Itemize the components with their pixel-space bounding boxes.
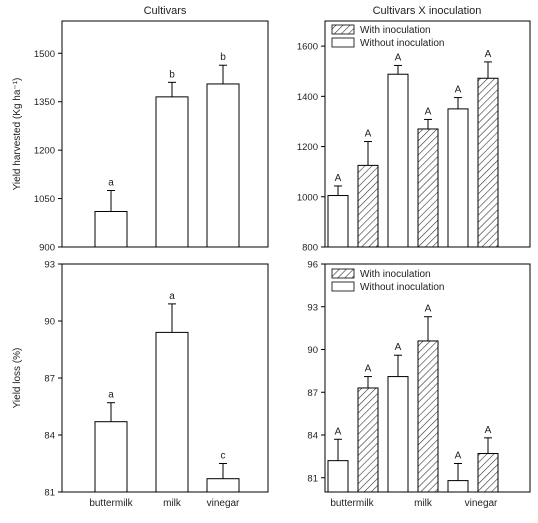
panel-1-buttermilk-bar: [94, 210, 128, 248]
panel-4-milk-without-bar: [387, 376, 409, 493]
panel-2-milk-with-bar: [417, 128, 439, 248]
panel-2-ytick-label: 1600: [297, 42, 318, 53]
panel-3-ytick-label: 81: [44, 488, 55, 499]
panel-2-ytick-label: 1000: [297, 192, 318, 203]
panel-2-vinegar-without-significance-letter: A: [455, 85, 462, 96]
panel-4-milk-with-bar: [417, 340, 439, 493]
panel-4-vinegar-with-significance-letter: A: [485, 425, 492, 436]
panel-1-ytick-label: 1500: [34, 49, 55, 60]
panel-4-vinegar-with-bar: [477, 453, 499, 493]
legend-swatch-without-bottom: [331, 281, 355, 292]
panel-4-milk-without-significance-letter: A: [395, 342, 402, 353]
panel-2-vinegar-with-bar: [477, 77, 499, 248]
legend-label-without-bottom: Without inoculation: [360, 282, 445, 293]
legend-label-with: With inoculation: [360, 25, 431, 36]
x-label-milk: milk: [163, 498, 182, 509]
panel-1-ytick-label: 1350: [34, 97, 55, 108]
panel-1-y-label: Yield harvested (Kg ha⁻¹): [12, 78, 23, 191]
panel-2-buttermilk-with-bar: [357, 164, 379, 248]
panel-3-vinegar-significance-letter: c: [221, 451, 226, 462]
panel-2-ytick-label: 800: [302, 243, 318, 254]
panel-4-ytick-label: 93: [307, 302, 318, 313]
panel-2-buttermilk-without-significance-letter: A: [335, 173, 342, 184]
panel-2-buttermilk-without-bar: [327, 195, 349, 248]
panel-2-milk-without-bar: [387, 73, 409, 248]
panel-3-ytick-label: 90: [44, 317, 55, 328]
panel-1-ytick-label: 1050: [34, 194, 55, 205]
panel-4-ytick-label: 81: [307, 473, 318, 484]
panel-4-buttermilk-without-significance-letter: A: [335, 426, 342, 437]
panel-2-ytick-label: 1200: [297, 142, 318, 153]
panel-3-y-label: Yield loss (%): [12, 348, 23, 409]
panel-3-ytick-label: 93: [44, 260, 55, 271]
panel-2-legend: With inoculation Without inoculation: [331, 24, 445, 49]
chart-marks: 900 1050 1200 1350 1500 a b b 800 1000 1200 1400 160…: [34, 42, 499, 499]
panel-2-ytick-label: 1400: [297, 92, 318, 103]
legend-label-without: Without inoculation: [360, 38, 445, 49]
x-label-vinegar-right: vinegar: [465, 498, 498, 509]
x-label-vinegar: vinegar: [207, 498, 240, 509]
panel-2-milk-with-significance-letter: A: [425, 106, 432, 117]
panel-3-milk-significance-letter: a: [169, 291, 175, 302]
panel-1-vinegar-significance-letter: b: [220, 52, 226, 63]
legend-swatch-with: [331, 24, 355, 35]
panel-2-buttermilk-with-significance-letter: A: [365, 129, 372, 140]
panel-4-legend: With inoculation Without inoculation: [331, 268, 445, 293]
panel-4-vinegar-without-bar: [447, 480, 469, 493]
panel-3-buttermilk-bar: [94, 421, 128, 493]
panel-3-ytick-label: 87: [44, 374, 55, 385]
panel-2-milk-without-significance-letter: A: [395, 52, 402, 63]
panel-3-buttermilk-significance-letter: a: [108, 390, 114, 401]
panel-1-milk-significance-letter: b: [169, 69, 175, 80]
panel-1-milk-bar: [155, 96, 189, 248]
panel-1-title: Cultivars: [144, 5, 187, 17]
panel-4-buttermilk-without-bar: [327, 460, 349, 493]
legend-label-with-bottom: With inoculation: [360, 269, 431, 280]
panel-2-title: Cultivars X inoculation: [373, 5, 482, 17]
legend-swatch-without: [331, 37, 355, 48]
panel-4-ytick-label: 84: [307, 431, 318, 442]
panel-2-vinegar-without-bar: [447, 108, 469, 248]
x-label-milk-right: milk: [414, 498, 433, 509]
panel-1-vinegar-bar: [206, 83, 240, 248]
x-label-buttermilk: buttermilk: [89, 498, 133, 509]
panel-4-ytick-label: 90: [307, 345, 318, 356]
panel-4-buttermilk-with-significance-letter: A: [365, 364, 372, 375]
panel-3-ytick-label: 84: [44, 431, 55, 442]
panel-1-buttermilk-significance-letter: a: [108, 178, 114, 189]
panel-4-ytick-label: 96: [307, 260, 318, 271]
panel-4-milk-with-significance-letter: A: [425, 304, 432, 315]
panel-4-buttermilk-with-bar: [357, 387, 379, 493]
panel-4-vinegar-without-significance-letter: A: [455, 451, 462, 462]
panel-4-ytick-label: 87: [307, 388, 318, 399]
panel-1-ytick-label: 1200: [34, 146, 55, 157]
panel-1-ytick-label: 900: [39, 243, 55, 254]
panel-3-vinegar-bar: [206, 478, 240, 493]
panel-2-vinegar-with-significance-letter: A: [485, 49, 492, 60]
legend-swatch-with-bottom: [331, 268, 355, 279]
panel-3-milk-bar: [155, 331, 189, 493]
x-label-buttermilk-right: buttermilk: [330, 498, 374, 509]
